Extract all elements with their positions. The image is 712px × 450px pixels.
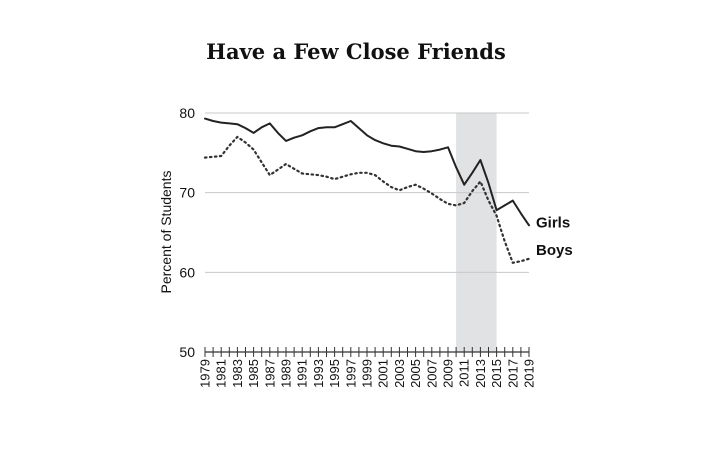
x-tick-label-1981: 1981 [214, 359, 229, 388]
series-group [203, 117, 531, 264]
chart-title: Have a Few Close Friends [206, 39, 506, 64]
y-tick-label-60: 60 [179, 264, 195, 280]
x-tick-label-1999: 1999 [360, 359, 375, 388]
shaded-region-group [456, 113, 497, 352]
x-tick-label-2001: 2001 [376, 359, 391, 388]
x-tick-label-1993: 1993 [311, 359, 326, 388]
x-tick-label-2009: 2009 [441, 359, 456, 388]
gridlines-group [205, 112, 529, 273]
series-line-girls [204, 117, 530, 227]
y-tick-label-80: 80 [179, 105, 195, 121]
x-tick-label-2011: 2011 [457, 359, 472, 387]
shaded-period [456, 113, 497, 352]
x-tick-label-2013: 2013 [473, 359, 488, 388]
y-tick-label-70: 70 [179, 185, 195, 201]
x-tick-label-2007: 2007 [424, 359, 439, 388]
x-tick-label-1995: 1995 [327, 359, 342, 388]
x-tick-label-2003: 2003 [392, 359, 407, 388]
labels-group: Girls Boys [536, 214, 573, 258]
x-tick-label-1997: 1997 [343, 359, 358, 388]
series-label-girls: Girls [536, 214, 570, 231]
series-label-boys: Boys [536, 242, 573, 259]
x-tick-label-1987: 1987 [262, 359, 277, 388]
x-tick-label-2015: 2015 [489, 359, 504, 388]
x-tick-label-2017: 2017 [505, 359, 520, 388]
x-tick-label-1985: 1985 [246, 359, 261, 388]
x-tick-label-1989: 1989 [279, 359, 294, 388]
x-tick-label-2019: 2019 [522, 359, 537, 388]
y-axis-label: Percent of Students [158, 171, 174, 294]
series-line-boys [203, 135, 531, 264]
x-tick-label-1991: 1991 [295, 359, 310, 388]
y-tick-label-50: 50 [179, 344, 195, 360]
x-tick-label-2005: 2005 [408, 359, 423, 388]
x-tick-label-1983: 1983 [230, 359, 245, 388]
x-tick-label-1979: 1979 [198, 359, 213, 388]
axes-group: 50 60 70 80 1979 1981 1983 1985 1987 1989 1991 1993… [179, 105, 536, 388]
